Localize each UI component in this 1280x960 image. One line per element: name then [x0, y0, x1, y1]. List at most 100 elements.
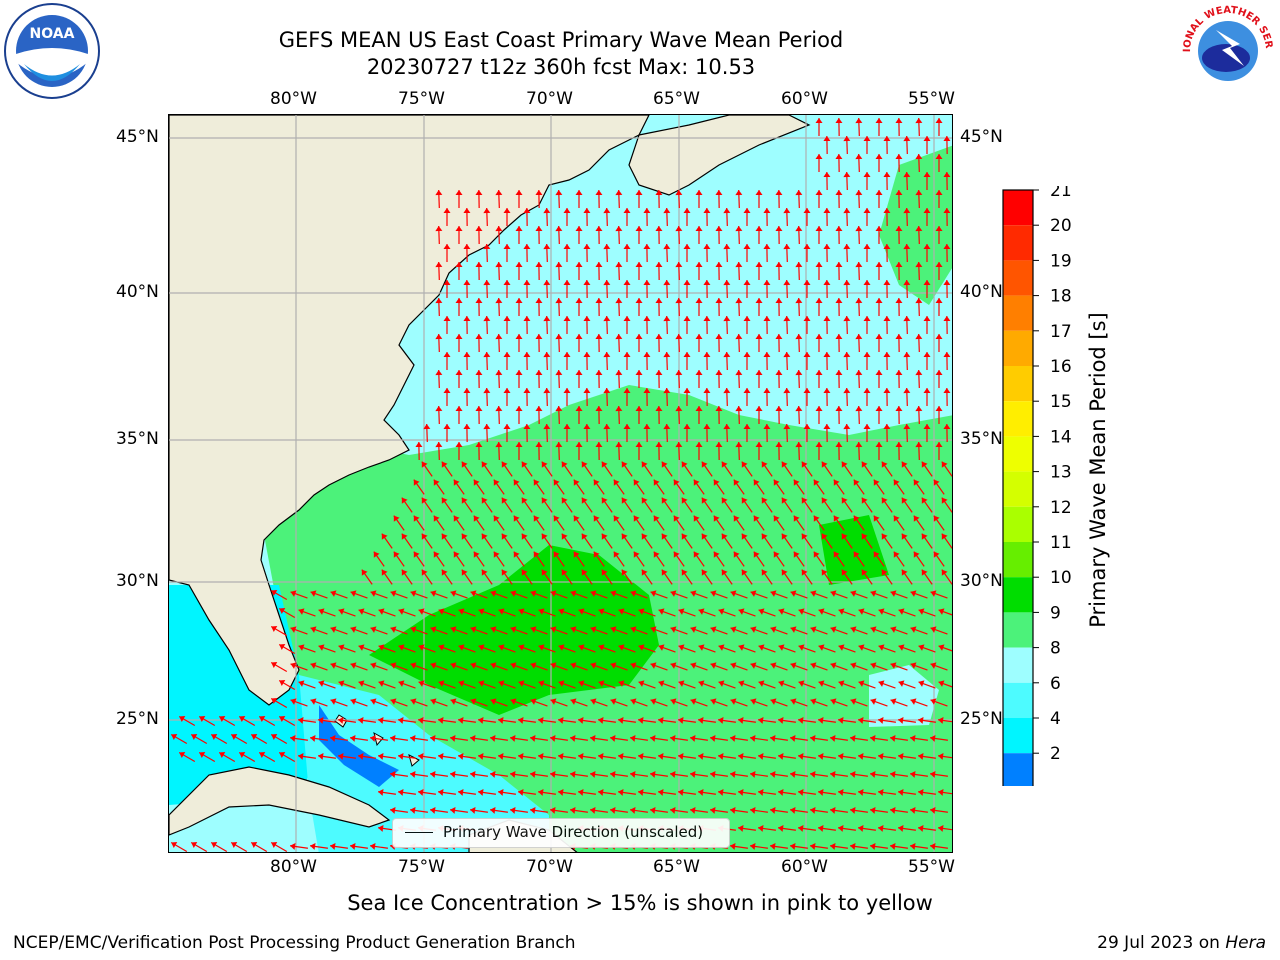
wave-direction-arrowhead	[723, 352, 731, 358]
wave-direction-arrowhead	[878, 716, 884, 724]
wave-direction-arrowhead	[298, 608, 305, 615]
wave-direction-arrowhead	[650, 662, 657, 669]
wave-direction-arrowhead	[583, 352, 591, 358]
wave-direction-arrowhead	[430, 662, 437, 669]
wave-direction-arrowhead	[798, 788, 804, 796]
wave-direction-arrowhead	[775, 442, 783, 448]
wave-direction-arrowhead	[678, 752, 684, 760]
wave-direction-arrowhead	[211, 733, 218, 741]
wave-direction-arrowhead	[870, 698, 877, 705]
wave-direction-arrowhead	[763, 352, 771, 358]
wave-direction-arrowhead	[438, 644, 445, 651]
wave-direction-arrowhead	[418, 752, 424, 760]
wave-direction-arrowhead	[875, 190, 883, 195]
wave-direction-arrowhead	[453, 551, 460, 558]
wave-direction-arrowhead	[930, 626, 937, 633]
colorbar-tick-label: 2	[1050, 744, 1061, 764]
wave-direction-arrowhead	[593, 551, 600, 558]
wave-direction-arrowhead	[561, 497, 568, 504]
wave-direction-arrowhead	[610, 626, 617, 633]
wave-direction-arrowhead	[823, 352, 831, 358]
wave-direction-arrowhead	[903, 316, 911, 322]
wave-direction-arrowhead	[583, 388, 591, 394]
wave-direction-arrowhead	[433, 515, 440, 522]
wave-direction-arrowhead	[758, 716, 764, 724]
wave-direction-arrowhead	[790, 842, 796, 850]
wave-direction-arrowhead	[703, 208, 711, 214]
wave-direction-arrowhead	[635, 262, 643, 267]
wave-direction-arrowhead	[798, 644, 805, 651]
wave-direction-arrowhead	[623, 208, 631, 213]
wave-direction-arrowhead	[935, 154, 943, 159]
wave-direction-arrowhead	[790, 806, 796, 814]
wave-direction-arrowhead	[603, 352, 611, 358]
wave-direction-arrowhead	[298, 644, 305, 651]
wave-direction-arrowhead	[318, 752, 324, 760]
wave-direction-arrowhead	[938, 824, 944, 832]
wave-direction-arrowhead	[259, 751, 266, 759]
wave-direction-arrowhead	[783, 352, 791, 358]
wave-direction-arrowhead	[558, 752, 564, 760]
wave-direction-arrowhead	[598, 788, 604, 796]
wave-direction-arrowhead	[810, 590, 817, 597]
wave-direction-arrowhead	[290, 626, 297, 633]
noaa-logo-text: NOAA	[30, 26, 75, 42]
wave-direction-arrowhead	[823, 388, 831, 394]
wave-direction-arrowhead	[738, 644, 745, 651]
wave-direction-arrowhead	[515, 406, 523, 411]
wave-direction-arrowhead	[663, 280, 671, 286]
wave-direction-arrowhead	[863, 208, 871, 213]
wave-direction-arrowhead	[443, 424, 451, 429]
wave-direction-arrowhead	[923, 388, 931, 393]
wave-direction-arrowhead	[681, 461, 688, 468]
wave-direction-arrowhead	[838, 644, 845, 651]
wave-direction-arrowhead	[915, 190, 923, 196]
wave-direction-arrowhead	[781, 497, 788, 504]
wave-direction-arrowhead	[930, 806, 936, 814]
wave-direction-arrowhead	[878, 752, 884, 760]
wave-direction-arrowhead	[418, 608, 425, 615]
colorbar-segment	[1003, 401, 1033, 437]
wave-direction-arrowhead	[483, 352, 491, 358]
lat-tick-label: 35°N	[116, 429, 159, 449]
wave-direction-arrowhead	[638, 788, 644, 796]
wave-direction-arrowhead	[601, 569, 608, 576]
wave-direction-arrowhead	[810, 842, 816, 850]
wave-direction-arrowhead	[298, 752, 304, 760]
wave-direction-arrowhead	[730, 842, 736, 850]
wave-direction-arrowhead	[833, 479, 840, 486]
wave-direction-arrowhead	[770, 590, 777, 597]
wave-direction-arrowhead	[903, 352, 911, 358]
wave-direction-arrowhead	[730, 698, 737, 705]
lon-tick-label: 80°W	[270, 89, 317, 109]
wave-direction-arrowhead	[850, 842, 856, 850]
wave-direction-arrowhead	[798, 680, 805, 687]
wave-direction-arrowhead	[921, 461, 928, 468]
wave-direction-arrowhead	[913, 479, 920, 486]
wave-direction-arrowhead	[695, 298, 703, 303]
wave-direction-arrowhead	[615, 226, 623, 232]
wave-direction-arrowhead	[438, 788, 444, 796]
wave-direction-arrowhead	[838, 680, 845, 687]
wave-direction-arrowhead	[941, 461, 948, 468]
wave-direction-arrowhead	[818, 752, 824, 760]
wave-direction-arrowhead	[495, 262, 503, 268]
wave-direction-arrowhead	[433, 479, 440, 486]
wave-direction-arrowhead	[861, 461, 868, 468]
wave-direction-arrowhead	[778, 752, 784, 760]
wave-direction-arrowhead	[518, 752, 524, 760]
wave-direction-arrowhead	[935, 118, 943, 123]
wave-direction-arrowhead	[943, 244, 951, 250]
wave-direction-arrowhead	[310, 590, 317, 597]
wave-direction-arrowhead	[943, 208, 951, 214]
wave-direction-arrowhead	[575, 190, 583, 195]
wave-direction-arrowhead	[453, 515, 460, 522]
wave-direction-arrowhead	[703, 352, 711, 358]
wave-direction-arrowhead	[610, 770, 616, 778]
wave-direction-arrowhead	[478, 608, 485, 615]
wave-direction-arrowhead	[635, 406, 643, 411]
wave-direction-arrowhead	[890, 770, 896, 778]
wave-direction-arrowhead	[610, 806, 616, 814]
wave-direction-arrowhead	[890, 590, 897, 597]
wave-direction-arrowhead	[903, 172, 911, 178]
